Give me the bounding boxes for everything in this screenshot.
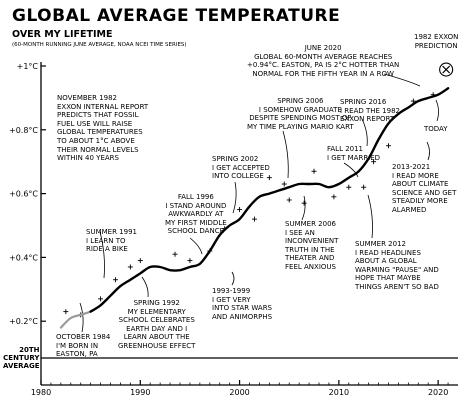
- data-point-plus: [112, 277, 118, 283]
- data-point-plus: [137, 258, 143, 264]
- data-point-plus: [361, 184, 367, 190]
- series-line-pre-birth: [59, 310, 92, 329]
- x-tick-label: 1990: [130, 388, 150, 397]
- data-point-plus: [386, 143, 391, 149]
- data-point-plus: [346, 184, 352, 190]
- data-point-plus: [311, 168, 317, 174]
- ticks-group: +0.2°C +0.4°C +0.6°C +0.8°C +1°C 1980 1990 2000…: [9, 62, 449, 397]
- data-point-plus: [63, 309, 69, 315]
- annotation-connector: [79, 302, 84, 333]
- annotation-connector: [383, 73, 421, 87]
- annotation-connectors: [79, 73, 439, 333]
- annotation-connector: [361, 118, 368, 147]
- annotation-2011-married: FALL 2011 I GET MARRIED: [327, 145, 381, 162]
- series-line-lifetime: [89, 87, 450, 313]
- annotation-1992-earth-day: SPRING 1992 MY ELEMENTARY SCHOOL CELEBRA…: [118, 299, 196, 350]
- annotation-2012-pause: SUMMER 2012 I READ HEADLINES ABOUT A GLO…: [355, 240, 439, 291]
- prediction-marker-group: [439, 62, 454, 77]
- annotation-connector: [367, 194, 373, 239]
- data-point-plus: [98, 296, 104, 302]
- annotation-connector: [343, 162, 359, 178]
- annotation-2006-graduate: SPRING 2006 I SOMEHOW GRADUATE DESPITE S…: [247, 97, 354, 131]
- data-point-plus: [187, 258, 193, 264]
- y-tick-label: +0.6°C: [9, 190, 38, 199]
- annotation-connector: [301, 195, 306, 221]
- annotation-2016-read-report: SPRING 2016 I READ THE 1982 EXXON REPORT: [340, 98, 400, 124]
- data-point-plus: [127, 264, 133, 270]
- y-tick-label: +0.2°C: [9, 317, 38, 326]
- data-point-plus: [371, 159, 377, 165]
- annotation-today: TODAY: [424, 125, 448, 133]
- data-point-plus: [286, 197, 292, 203]
- chart-title: GLOBAL AVERAGE TEMPERATURE: [12, 6, 341, 26]
- series-group: [59, 87, 450, 329]
- annotation-1991-bike: SUMMER 1991 I LEARN TO RIDE A BIKE: [86, 228, 137, 254]
- data-point-plus: [266, 175, 272, 181]
- x-tick-label: 2020: [428, 388, 448, 397]
- annotation-2013-alarmed: 2013-2021 I READ MORE ABOUT CLIMATE SCIE…: [392, 163, 457, 214]
- annotation-connector: [231, 271, 235, 286]
- data-point-plus: [331, 194, 337, 200]
- data-point-plus: [172, 251, 178, 257]
- data-point-plus: [301, 200, 307, 206]
- annotation-2006-inconvenient-truth: SUMMER 2006 I SEE AN INCONVENIENT TRUTH …: [285, 220, 339, 271]
- chart-subtitle: OVER MY LIFETIME: [12, 29, 113, 40]
- annotation-1982-exxon-report: NOVEMBER 1982 EXXON INTERNAL REPORT PRED…: [57, 94, 149, 163]
- x-tick-label: 2000: [229, 388, 249, 397]
- y-tick-label: +0.8°C: [9, 126, 38, 135]
- annotation-1996-dance: FALL 1996 I STAND AROUND AWKWARDLY AT MY…: [165, 193, 227, 236]
- y-tick-label: +1°C: [17, 62, 39, 71]
- data-point-plus: [251, 216, 257, 222]
- annotation-1993-star-wars: 1993-1999 I GET VERY INTO STAR WARS AND …: [212, 287, 273, 321]
- data-point-plus: [237, 207, 243, 213]
- x-tick-label: 2010: [329, 388, 349, 397]
- annotation-connector: [141, 276, 149, 298]
- baseline-label: 20TH CENTURY AVERAGE: [3, 346, 40, 370]
- annotation-connector: [189, 237, 203, 255]
- annotation-2020-june: JUNE 2020 GLOBAL 60-MONTH AVERAGE REACHE…: [247, 44, 400, 78]
- annotation-connector: [232, 181, 237, 214]
- annotation-connector: [435, 99, 439, 122]
- data-point-plus: [281, 181, 287, 187]
- chart-note: (60-MONTH RUNNING JUNE AVERAGE, NOAA NCE…: [12, 42, 187, 48]
- annotation-2002-college: SPRING 2002 I GET ACCEPTED INTO COLLEGE: [212, 155, 270, 181]
- annotation-exxon-prediction: 1982 EXXON PREDICTION: [414, 33, 459, 50]
- annotation-connector: [426, 141, 430, 161]
- annotation-1984-born: OCTOBER 1984 I'M BORN IN EASTON, PA: [56, 333, 111, 359]
- annotation-connector: [99, 231, 105, 279]
- y-tick-label: +0.4°C: [9, 253, 38, 262]
- x-tick-label: 1980: [31, 388, 51, 397]
- annotation-connector: [282, 130, 289, 179]
- prediction-marker-x2: [442, 65, 451, 74]
